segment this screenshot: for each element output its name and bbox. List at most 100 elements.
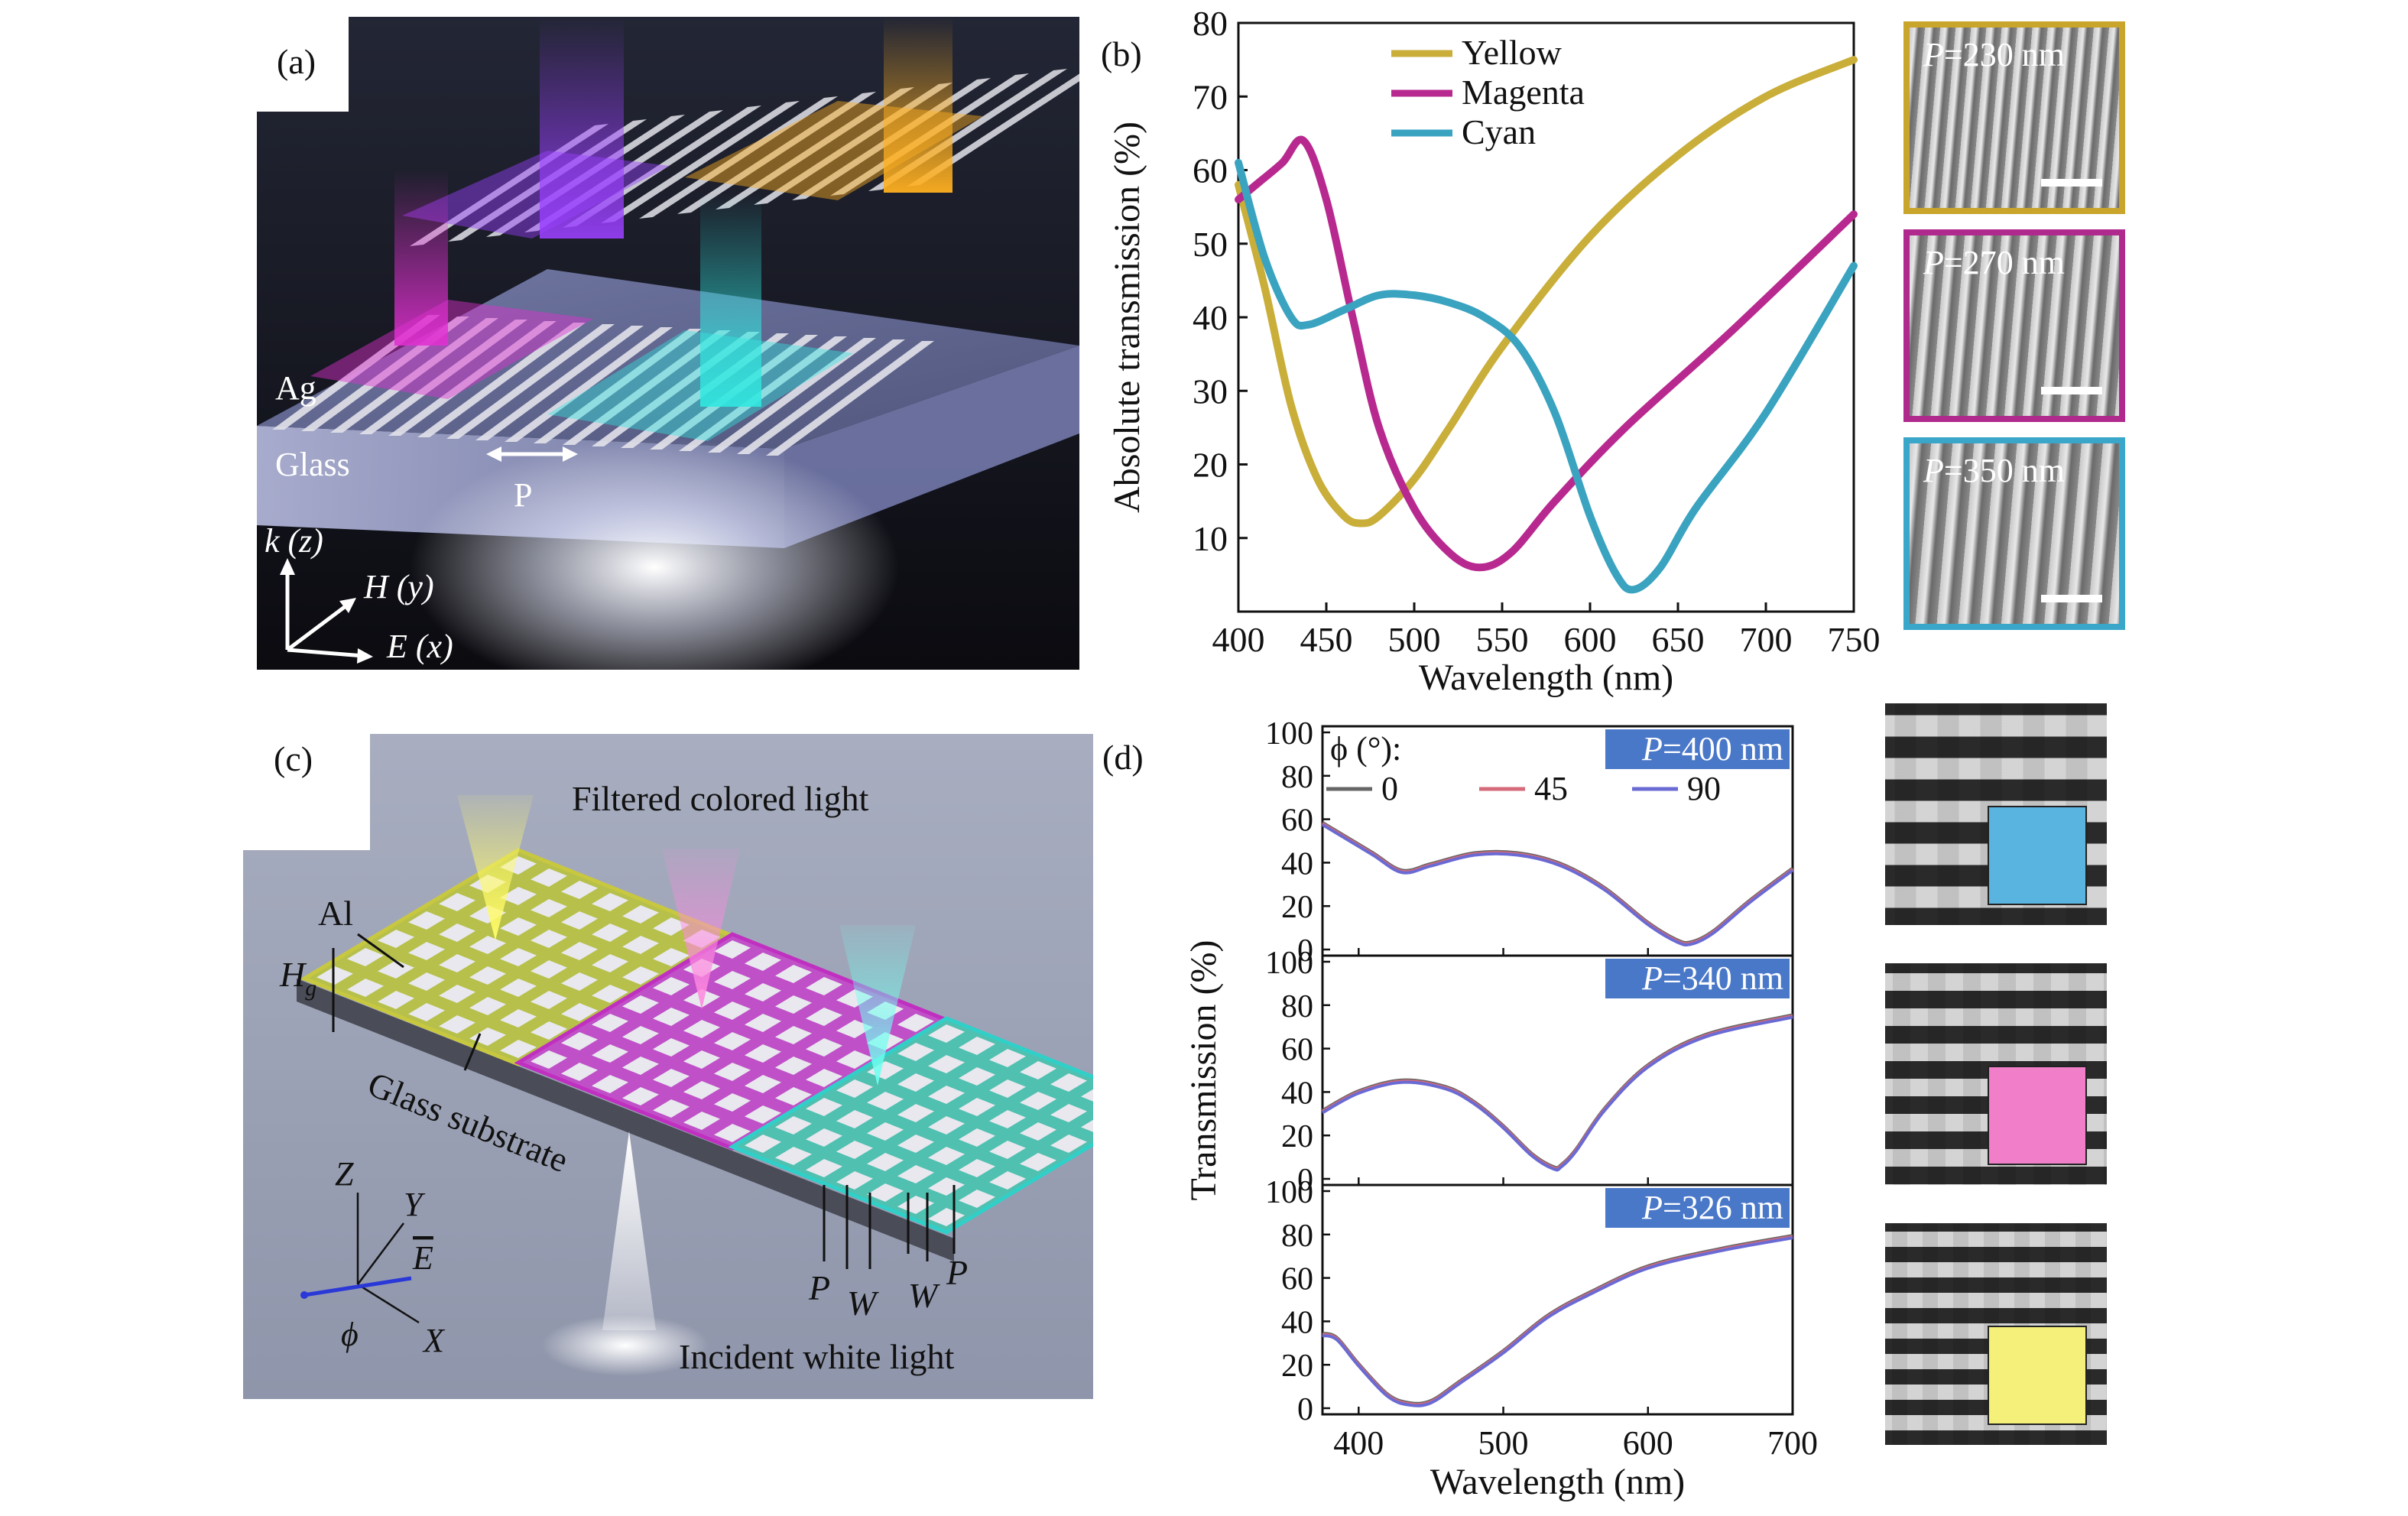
nanoparticle	[714, 1032, 751, 1050]
y-axis-title: Absolute transmission (%)	[1107, 122, 1147, 513]
scale-bar	[2041, 179, 2102, 187]
nanoparticle	[439, 924, 475, 942]
nanoparticle	[714, 1001, 751, 1020]
nanoparticle	[683, 1050, 720, 1069]
y-tick-label: 10	[1193, 519, 1228, 558]
filtered-light-label: Filtered colored light	[572, 779, 869, 818]
nanoparticle	[378, 991, 414, 1009]
nanoparticle	[653, 948, 690, 966]
nanoparticle	[867, 1153, 904, 1171]
grating-bar-back	[907, 64, 1105, 187]
color-swatch-overlay	[1988, 1066, 2087, 1165]
y-tick-label: 80	[1193, 4, 1228, 43]
nanoparticle	[592, 924, 628, 942]
nanoparticle	[1050, 1104, 1087, 1122]
nanoparticle	[897, 1165, 934, 1183]
y-tick-label: 40	[1281, 1305, 1313, 1340]
x-tick-label: 500	[1478, 1424, 1529, 1462]
nanoparticle	[653, 1099, 690, 1118]
nanoparticle	[897, 1043, 934, 1061]
x-tick-label: 600	[1564, 620, 1617, 659]
nanoparticle	[928, 1086, 965, 1104]
sem-image-grating: P=230 nm	[1903, 21, 2125, 214]
nanoparticle	[592, 1044, 628, 1063]
nanoparticle	[867, 1092, 904, 1110]
nanoparticle	[836, 1141, 873, 1159]
polarization-curve-0	[1322, 1013, 1793, 1170]
nanoparticle	[806, 1008, 842, 1026]
dim-w1: W	[847, 1284, 879, 1323]
nanoparticle	[1020, 1092, 1056, 1110]
panel-b-label: (b)	[1101, 34, 1142, 73]
polarization-curve-45	[1322, 1235, 1793, 1407]
sem-period-value: =350 nm	[1943, 452, 2065, 489]
period-tag-value: =340 nm	[1663, 959, 1783, 997]
incident-light-glow	[410, 437, 899, 697]
nanoparticle	[745, 983, 781, 1001]
nanoparticle	[714, 1124, 751, 1142]
nanoparticle	[836, 1079, 873, 1098]
y-tick-label: 80	[1281, 989, 1313, 1024]
series-line-cyan	[1235, 158, 1858, 594]
nanoparticle	[745, 1075, 781, 1093]
nanoparticle	[378, 960, 414, 979]
grating-bar-front	[679, 336, 847, 451]
sem-period-label: P=230 nm	[1923, 35, 2065, 74]
period-tag-label: P=340 nm	[1641, 959, 1783, 997]
e-vector-label: E	[412, 1239, 433, 1277]
nanoparticle	[500, 948, 537, 966]
nanoparticle	[745, 1044, 781, 1063]
y-tick-label: 70	[1193, 77, 1228, 116]
grating-bar-front	[766, 341, 934, 456]
sem-image-nanoarray	[1885, 963, 2107, 1185]
sem-period-value: =270 nm	[1943, 244, 2065, 281]
nanoparticle	[989, 1079, 1026, 1098]
nanoparticle	[1050, 1073, 1087, 1092]
nanoparticle	[897, 1135, 934, 1153]
nanoparticle	[561, 1003, 598, 1021]
legend-label-phi-90: 90	[1687, 770, 1721, 807]
nanoparticle	[683, 1020, 720, 1038]
nanoparticle	[989, 1110, 1026, 1128]
nanoparticle	[959, 1067, 995, 1086]
dim-p2: P	[946, 1253, 968, 1292]
scale-bar	[2041, 595, 2102, 602]
nanoparticle	[1020, 1061, 1056, 1079]
period-tag	[1605, 1188, 1790, 1228]
grating-bar-front	[417, 323, 586, 437]
sem-period-symbol: P	[1923, 244, 1944, 281]
period-tag-symbol: P	[1641, 959, 1663, 997]
period-tag-label: P=326 nm	[1641, 1189, 1783, 1226]
nanoparticle	[928, 1024, 965, 1043]
panel-a: Ag Glass P k (z) H (y) E (x) (a)	[257, 17, 1105, 697]
nanoparticle	[867, 1122, 904, 1141]
nanoparticle	[989, 1171, 1026, 1190]
y-tick-label: 80	[1281, 1219, 1313, 1254]
y-tick-label: 20	[1193, 446, 1228, 485]
y-axis-label: Y	[404, 1186, 426, 1223]
y-tick-label: 40	[1281, 846, 1313, 881]
magenta-beam-c	[662, 849, 740, 1009]
nanoparticle	[561, 1063, 598, 1081]
nanoparticle	[775, 1057, 812, 1075]
sem-period-value: =230 nm	[1943, 36, 2065, 73]
nanoparticle	[316, 966, 353, 985]
transmission-chart-b: 400 450 500 550 600 650 700 750 10 20 30 40 50 60 70 80…	[1107, 4, 1881, 698]
nanoparticle	[439, 1015, 475, 1034]
nanoparticle	[561, 942, 598, 960]
nanoparticle	[378, 930, 414, 948]
dim-w2: W	[908, 1276, 940, 1315]
panel-d: 0 20 40 60 80 100 P=400 nm 0 20 40 60 80 100 P=340 nm…	[1093, 696, 1858, 1506]
glass-slab-top	[257, 269, 1079, 449]
y-tick-label: 80	[1281, 760, 1313, 795]
legend-title-d: ϕ (°):	[1330, 730, 1401, 768]
period-tag-value: =326 nm	[1663, 1189, 1783, 1226]
y-tick-label: 40	[1193, 298, 1228, 337]
nanoparticle	[592, 985, 628, 1003]
orange-beam	[884, 17, 952, 193]
nanoparticle	[500, 887, 537, 905]
e-axis-label: E (x)	[386, 628, 453, 665]
legend-label-phi-0: 0	[1381, 770, 1398, 807]
nanoparticle	[959, 1190, 995, 1208]
nanoparticle	[897, 1073, 934, 1092]
